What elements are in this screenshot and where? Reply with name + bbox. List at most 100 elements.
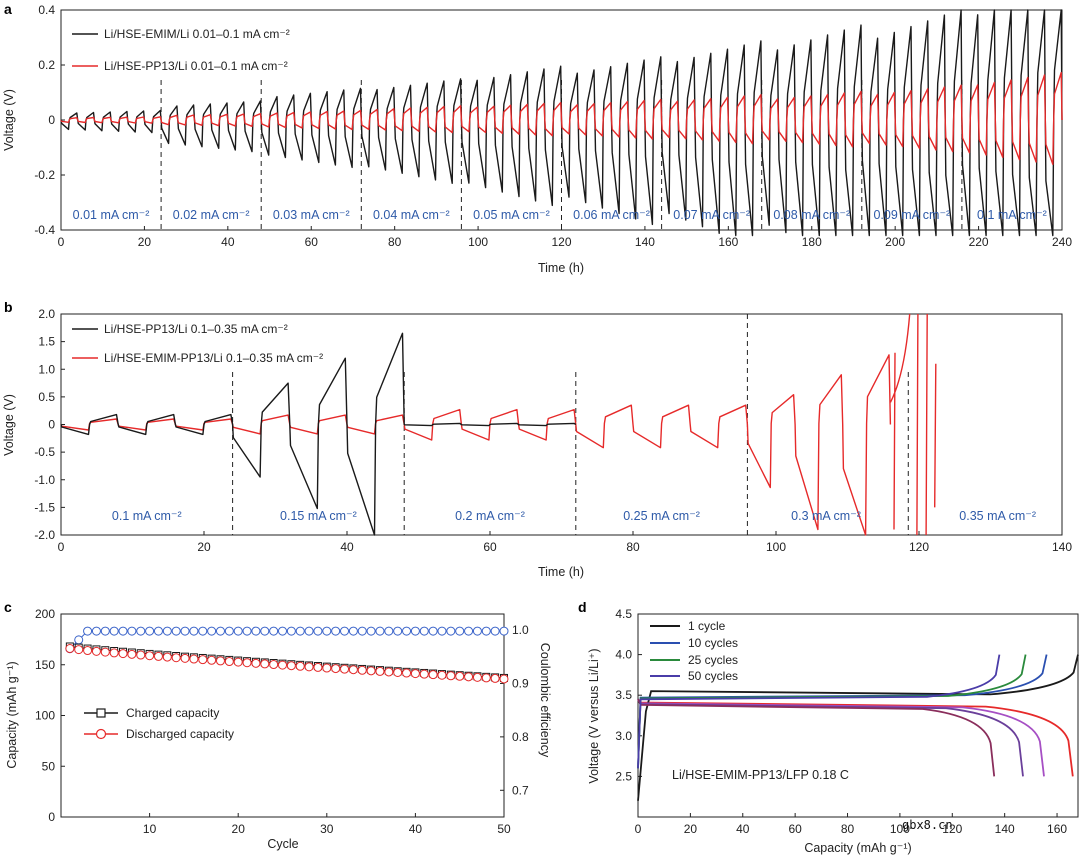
x-tick-label: 140 [635, 235, 655, 249]
panel-c-y-title: Capacity (mAh g⁻¹) [5, 661, 19, 768]
ce-point [118, 626, 128, 636]
discharge-point [91, 646, 101, 656]
discharge-point [74, 645, 84, 655]
discharge-point [428, 670, 438, 680]
y-tick-label: -1.5 [34, 500, 55, 514]
ce-point [260, 626, 270, 636]
ce-point [402, 626, 412, 636]
panel-c-y-ticks: 0 50 100 150 200 [35, 607, 65, 824]
x-tick-label: 120 [942, 822, 962, 836]
x-tick-label: 100 [468, 235, 488, 249]
series-discharged-capacity [65, 644, 509, 684]
rate-label: 0.01 mA cm⁻² [73, 208, 150, 222]
y-tick-label: 200 [35, 607, 55, 621]
x-tick-label: 60 [483, 540, 497, 554]
x-tick-label: 140 [1052, 540, 1072, 554]
y-tick-label: -0.2 [34, 168, 55, 182]
charge-curve [637, 654, 1027, 769]
legend-marker-discharged [95, 728, 107, 740]
x-tick-label: 40 [221, 235, 235, 249]
x-tick-label: 10 [143, 822, 157, 836]
rate-label: 0.03 mA cm⁻² [273, 208, 350, 222]
discharge-point [242, 658, 252, 668]
x-tick-label: 220 [969, 235, 989, 249]
discharge-point [224, 657, 234, 667]
x-tick-label: 80 [626, 540, 640, 554]
panel-d-frame [637, 613, 1079, 818]
ce-point [251, 626, 261, 636]
discharge-point [251, 658, 261, 668]
ce-point [286, 626, 296, 636]
panel-b-y-title: Voltage (V) [2, 394, 16, 456]
y-tick-label: 4.5 [615, 607, 632, 621]
rate-label: 0.1 mA cm⁻² [112, 509, 182, 523]
legend-label-discharged: Discharged capacity [126, 727, 234, 741]
ce-point [145, 626, 155, 636]
discharge-point [410, 669, 420, 679]
panel-c-x-title: Cycle [267, 837, 298, 851]
x-tick-label: 160 [1047, 822, 1067, 836]
ce-point [322, 626, 332, 636]
ce-point [180, 626, 190, 636]
ce-point [295, 626, 305, 636]
panel-d-curves [637, 654, 1079, 801]
ce-point [340, 626, 350, 636]
x-tick-label: 20 [197, 540, 211, 554]
series-coulombic-efficiency [65, 626, 509, 654]
ce-point [437, 626, 447, 636]
discharge-point [481, 673, 491, 683]
ce-point [428, 626, 438, 636]
panel-d-letter: d [578, 599, 587, 615]
panel-d-y-ticks: 2.5 3.0 3.5 4.0 4.5 [615, 607, 642, 783]
x-tick-label: 180 [802, 235, 822, 249]
x-tick-label: 50 [497, 822, 511, 836]
y2-tick-label: 0.9 [512, 676, 529, 690]
ce-point [410, 626, 420, 636]
ce-point [83, 626, 93, 636]
discharge-point [384, 667, 394, 677]
rate-label: 0.04 mA cm⁻² [373, 208, 450, 222]
discharge-point [171, 653, 181, 663]
y-tick-label: 0 [48, 810, 55, 824]
ce-point [233, 626, 243, 636]
discharge-point [153, 651, 163, 661]
discharge-point [366, 666, 376, 676]
panel-b: b 0 20 40 60 80 100 120 140 -2.0 -1.5 -1.0 -0.5 0 0.… [2, 299, 1072, 579]
ce-point [136, 626, 146, 636]
x-tick-label: 160 [718, 235, 738, 249]
legend-label-1-cycle: 1 cycle [688, 619, 726, 633]
discharge-point [215, 656, 225, 666]
discharge-point [145, 651, 155, 661]
y-tick-label: -1.0 [34, 473, 55, 487]
discharge-point [100, 647, 110, 657]
ce-point [313, 626, 323, 636]
voltage-spikes [889, 313, 937, 536]
panel-b-rate-labels: 0.1 mA cm⁻² 0.15 mA cm⁻² 0.2 mA cm⁻² 0.25 m… [112, 509, 1036, 523]
y-tick-label: -0.5 [34, 445, 55, 459]
ce-point [455, 626, 465, 636]
panel-d-x-ticks: 0 20 40 60 80 100 120 140 160 [635, 813, 1067, 836]
rate-label: 0.02 mA cm⁻² [173, 208, 250, 222]
rate-label: 0.06 mA cm⁻² [573, 208, 650, 222]
panel-c-letter: c [4, 599, 12, 615]
ce-point [464, 626, 474, 636]
y-tick-label: 2.0 [38, 307, 55, 321]
ce-point [109, 626, 119, 636]
rate-label: 0.05 mA cm⁻² [473, 208, 550, 222]
y-tick-label: 3.0 [615, 729, 632, 743]
ce-point [74, 635, 84, 645]
ce-point [331, 626, 341, 636]
x-tick-label: 30 [320, 822, 334, 836]
panel-c: c 10 20 30 40 50 0 50 100 150 200 0.7 0.8 0.9 1.0 C… [4, 599, 552, 851]
discharge-point [189, 654, 199, 664]
ce-point [393, 626, 403, 636]
y2-tick-label: 0.7 [512, 783, 529, 797]
discharge-point [233, 657, 243, 667]
x-tick-label: 80 [841, 822, 855, 836]
discharge-curve [637, 698, 996, 777]
voltage-trace [60, 332, 577, 536]
x-tick-label: 140 [995, 822, 1015, 836]
discharge-curve [637, 698, 1074, 777]
y2-tick-label: 1.0 [512, 623, 529, 637]
ce-point [384, 626, 394, 636]
